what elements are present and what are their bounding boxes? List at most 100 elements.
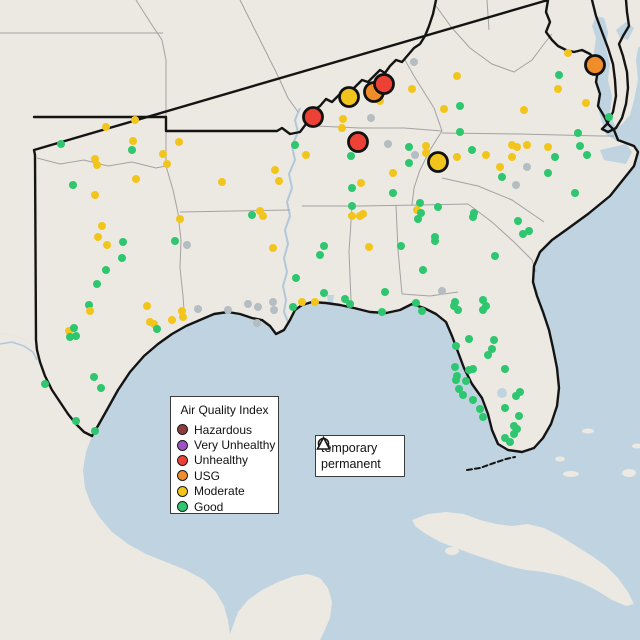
station-type-rows: temporary permanent — [316, 436, 399, 472]
temporary-monitor-moderate — [338, 86, 360, 108]
monitor-dot-good — [510, 422, 518, 430]
station-type-item-temporary: temporary — [317, 437, 399, 456]
monitor-dot-good — [248, 211, 256, 219]
monitor-dot-good — [119, 238, 127, 246]
mexico-land — [0, 333, 332, 640]
monitor-dot-good — [544, 169, 552, 177]
monitor-dot-good — [381, 288, 389, 296]
monitor-dot-good — [171, 237, 179, 245]
monitor-dot-good — [292, 274, 300, 282]
monitor-dot-no_data — [224, 306, 232, 314]
monitor-dot-good — [469, 396, 477, 404]
monitor-dot-no_data — [523, 163, 531, 171]
monitor-dot-no_data — [410, 58, 418, 66]
monitor-dot-moderate — [554, 85, 562, 93]
monitor-dot-good — [316, 251, 324, 259]
monitor-dot-moderate — [163, 160, 171, 168]
monitor-dot-good — [405, 159, 413, 167]
monitor-dot-no_data — [411, 151, 419, 159]
monitor-dot-good — [488, 345, 496, 353]
monitor-dot-good — [583, 151, 591, 159]
monitor-dot-good — [128, 146, 136, 154]
monitor-dot-moderate — [218, 178, 226, 186]
monitor-dot-good — [455, 385, 463, 393]
rio-grande-river — [0, 341, 38, 361]
monitor-dot-moderate — [408, 85, 416, 93]
aqi-legend-label: Moderate — [194, 484, 245, 499]
monitor-dot-moderate — [129, 137, 137, 145]
monitor-dot-good — [490, 336, 498, 344]
monitor-dot-moderate — [271, 166, 279, 174]
monitor-dot-good — [525, 227, 533, 235]
monitor-dot-no_data — [269, 298, 277, 306]
monitor-dot-good — [479, 296, 487, 304]
monitor-dot-good — [431, 237, 439, 245]
monitor-dot-good — [605, 113, 613, 121]
aqi-legend-item-hazardous: Hazardous — [177, 422, 272, 437]
monitor-dot-moderate — [143, 302, 151, 310]
station-type-item-permanent: permanent — [316, 436, 399, 472]
monitor-dot-good — [389, 189, 397, 197]
monitor-dot-moderate — [508, 153, 516, 161]
monitor-dot-moderate — [176, 215, 184, 223]
aqi-legend-item-moderate: Moderate — [177, 484, 272, 499]
monitor-dot-moderate — [179, 313, 187, 321]
monitor-dot-good — [506, 438, 514, 446]
monitor-dot-moderate — [582, 99, 590, 107]
monitor-dot-good — [456, 128, 464, 136]
monitor-dot-good — [57, 140, 65, 148]
monitor-dot-good — [555, 71, 563, 79]
monitor-dot-moderate — [482, 151, 490, 159]
monitor-dot-good — [465, 335, 473, 343]
temporary-monitor-usg — [584, 54, 606, 76]
monitor-dot-good — [514, 217, 522, 225]
monitor-dot-good — [291, 141, 299, 149]
aqi-legend-label: Very Unhealthy — [194, 438, 276, 453]
monitor-dot-moderate — [544, 143, 552, 151]
monitor-dot-good — [574, 129, 582, 137]
monitor-dot-good — [516, 388, 524, 396]
monitor-dot-good — [320, 289, 328, 297]
monitor-dot-moderate — [302, 151, 310, 159]
aqi-legend-item-usg: USG — [177, 468, 272, 483]
state-borders — [0, 0, 614, 311]
aqi-legend-label: Good — [194, 499, 224, 514]
monitor-dot-moderate — [93, 161, 101, 169]
unhealthy-swatch-icon — [177, 454, 188, 466]
triangle-icon — [316, 436, 331, 450]
temporary-monitor-unhealthy — [347, 131, 369, 153]
monitor-dot-good — [456, 102, 464, 110]
monitor-dot-no_data — [183, 241, 191, 249]
monitor-dot-moderate — [389, 169, 397, 177]
monitor-dot-good — [465, 366, 473, 374]
monitor-dot-good — [515, 412, 523, 420]
monitor-dot-good — [454, 306, 462, 314]
monitor-dot-good — [451, 363, 459, 371]
monitor-dot-good — [91, 427, 99, 435]
monitor-dot-good — [452, 376, 460, 384]
monitor-dot-no_data — [270, 306, 278, 314]
aqi-legend-item-unhealthy: Unhealthy — [177, 453, 272, 468]
monitor-dot-moderate — [422, 149, 430, 157]
monitor-dot-good — [551, 153, 559, 161]
monitor-dot-good — [405, 143, 413, 151]
aqi-legend-item-very_unhealthy: Very Unhealthy — [177, 437, 276, 453]
monitor-dot-no_data — [253, 319, 261, 327]
monitor-dot-moderate — [168, 316, 176, 324]
monitor-dot-no_data — [384, 140, 392, 148]
isle-of-youth-land — [445, 547, 459, 555]
monitor-dot-good — [378, 308, 386, 316]
monitor-dot-good — [346, 300, 354, 308]
aqi-legend-label: Unhealthy — [194, 453, 249, 468]
monitor-dot-moderate — [338, 124, 346, 132]
monitor-dot-moderate — [91, 191, 99, 199]
temporary-monitor-unhealthy — [373, 73, 395, 95]
monitor-dot-good — [97, 384, 105, 392]
bahamas-islands — [555, 428, 640, 477]
monitor-dot-moderate — [359, 210, 367, 218]
monitor-dot-good — [491, 252, 499, 260]
temporary-monitor-moderate — [427, 151, 449, 173]
monitor-dot-good — [348, 202, 356, 210]
monitor-dot-no_data — [194, 305, 202, 313]
